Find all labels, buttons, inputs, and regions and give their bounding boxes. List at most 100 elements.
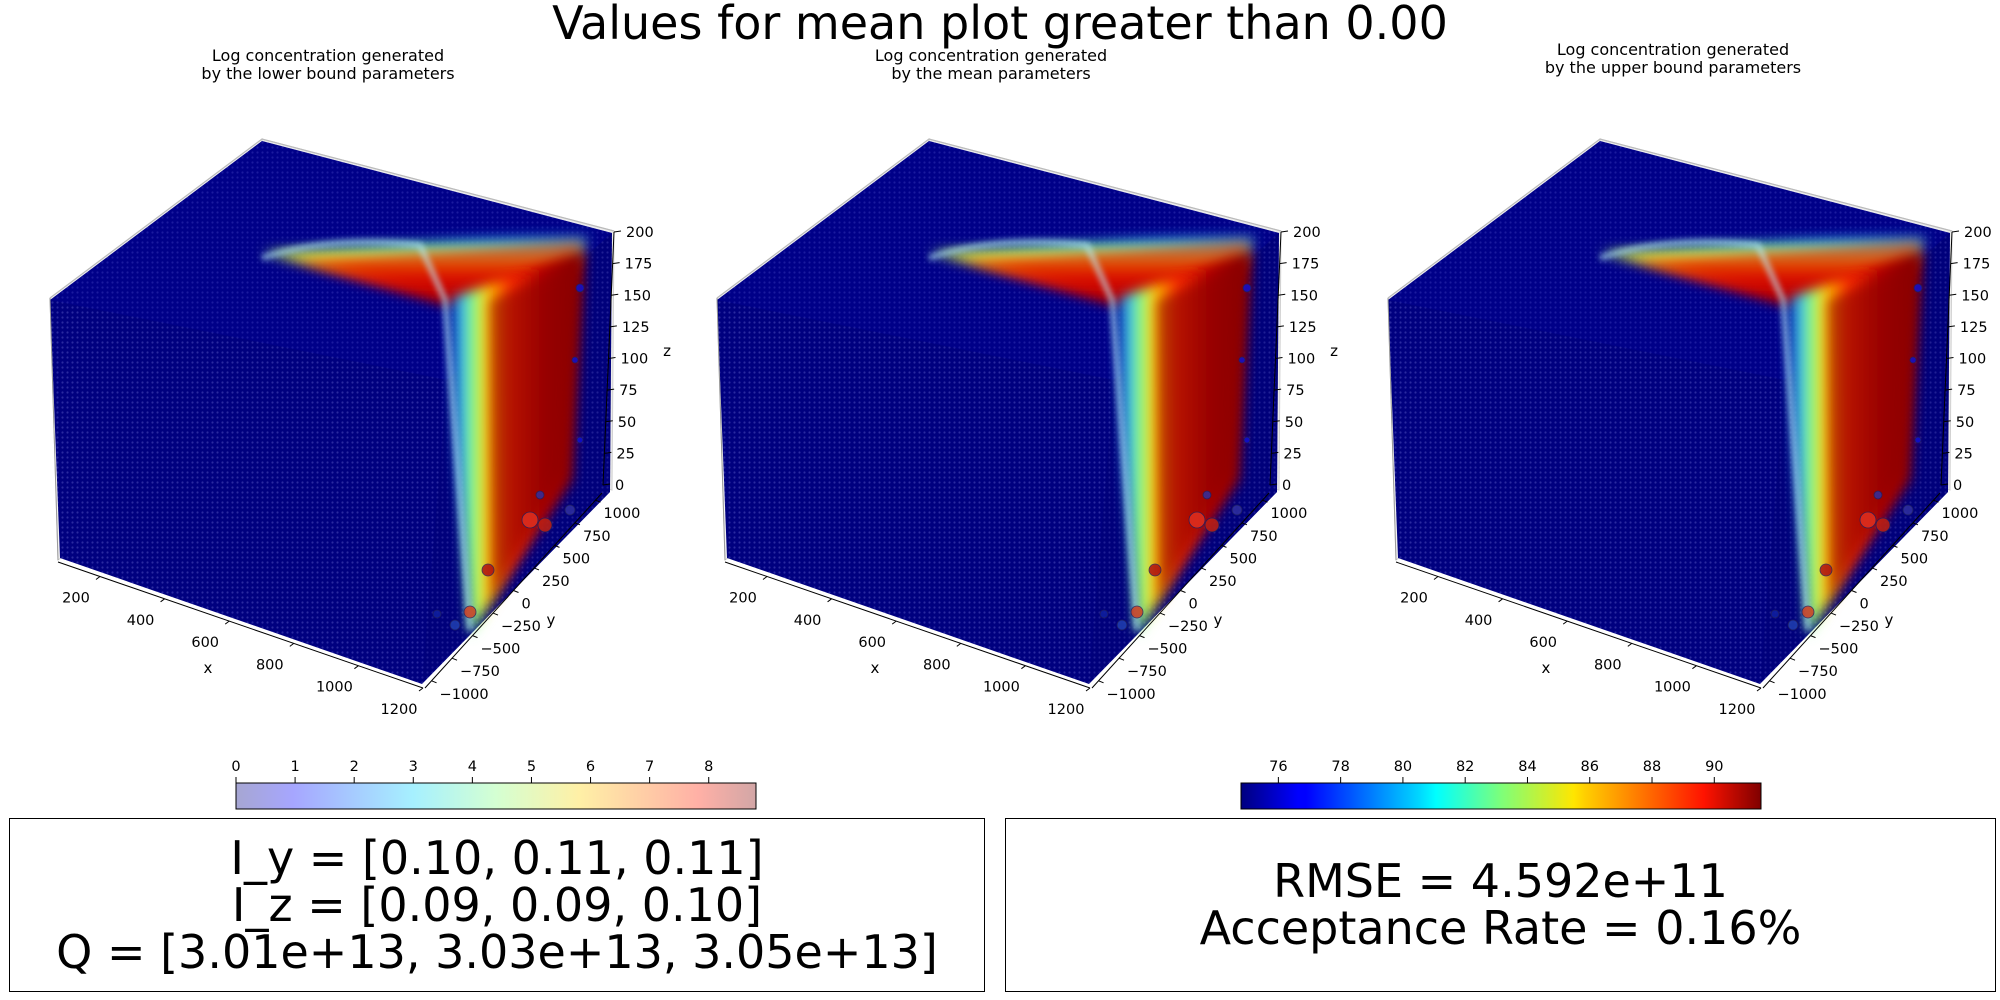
plume-vertical-core [1157,262,1245,600]
sensor-marker [1238,356,1246,364]
sensor-marker [1231,504,1243,516]
cube-edge-left [49,297,59,561]
x-tick-label: 800 [923,657,951,673]
x-tick-label: 600 [191,635,219,651]
z-tick-label: 200 [1964,225,1992,241]
z-tick-label: 0 [1282,478,1291,494]
z-tick-mark [1269,483,1278,486]
x-tick-mark [1085,687,1091,692]
y-tick-mark [595,499,601,503]
x-tick-label: 600 [858,635,886,651]
colorbar-tick-label: 3 [409,759,418,775]
x-tick-label: 600 [1529,635,1557,651]
y-tick-mark [1241,522,1248,526]
sensor-marker [463,605,477,619]
y-tick-label: −250 [1839,619,1879,635]
y-tick-mark [533,567,540,571]
panel-title-line: by the upper bound parameters [1544,58,1802,77]
x-tick-label: 1000 [983,680,1020,696]
x-tick-mark [1627,642,1633,647]
z-tick-mark [1946,357,1954,359]
x-axis-line [1395,561,1762,689]
y-tick-mark [1769,680,1775,684]
sensor-marker [535,490,545,500]
z-tick-mark [1274,388,1282,391]
y-tick-label: −500 [1148,642,1188,658]
z-tick-label: 75 [1286,383,1304,399]
y-tick-label: −750 [460,664,500,680]
sensor-marker [432,609,442,619]
sensor-marker [521,511,539,529]
y-tick-mark [1139,635,1145,639]
y-tick-label: −1000 [440,687,489,703]
z-tick-label: 50 [1285,415,1303,431]
y-tick-label: −500 [481,642,521,658]
colorbar-tick-label: 86 [1581,759,1599,775]
x-tick-mark [891,620,897,625]
y-axis-label: y [1885,611,1894,629]
z-tick-mark [611,293,619,296]
sensor-marker [1243,436,1251,444]
z-tick-label: 125 [1960,320,1988,336]
x-tick-label: 1000 [1654,680,1691,696]
z-tick-label: 25 [1954,446,1972,462]
z-tick-label: 200 [1293,225,1321,241]
stat-line-iz: I_z = [0.09, 0.09, 0.10] [231,877,763,932]
sensor-marker [571,356,579,364]
colorbar-tick-label: 82 [1456,759,1474,775]
x-tick-mark [418,687,424,692]
sensor-marker [1099,609,1109,619]
z-tick-label: 0 [615,478,624,494]
panel-title-line: Log concentration generated [211,46,445,65]
z-tick-label: 100 [1959,352,1987,368]
z-tick-mark [608,357,616,359]
x-tick-label: 200 [1400,590,1428,606]
z-tick-mark [1279,262,1287,265]
colorbar-tick-label: 6 [586,759,595,775]
cube-edge-top [49,138,615,299]
colorbar-tick-label: 76 [1269,759,1287,775]
sensor-marker [1787,619,1799,631]
x-tick-label: 800 [256,657,284,673]
z-tick-label: 150 [1961,288,1989,304]
colorbar-tick-label: 7 [645,759,654,775]
colorbar-tick-label: 88 [1643,759,1661,775]
plume-edge [1599,238,1811,631]
y-tick-label: 250 [542,574,570,590]
plume-edge [928,238,1140,631]
colorbar-tick-label: 84 [1518,759,1536,775]
z-tick-mark [609,325,617,328]
z-tick-mark [1278,293,1286,296]
colorbar-tick-label: 8 [704,759,713,775]
sensor-marker [1148,563,1162,577]
z-tick-mark [605,420,613,423]
sensor-marker [575,283,585,293]
y-tick-mark [431,680,437,684]
x-tick-label: 400 [794,613,822,629]
stat-line-rmse: RMSE = 4.592e+11 [1273,854,1728,908]
subplot-1: 20040060080010001200x−1000−750−500−25002… [716,138,1338,718]
plume-edge [261,238,473,631]
y-tick-label: 750 [1250,529,1278,545]
z-tick-mark [1272,420,1280,423]
x-tick-label: 400 [1465,613,1493,629]
z-tick-mark [1950,262,1958,265]
sensor-marker [1913,283,1923,293]
sensor-marker [564,504,576,516]
fit-stats-box: RMSE = 4.592e+11 Acceptance Rate = 0.16% [1005,818,1996,992]
x-tick-mark [224,620,230,625]
x-tick-label: 1000 [316,680,353,696]
panel-title-line: Log concentration generated [1556,40,1790,59]
y-tick-label: 1000 [603,506,640,522]
y-tick-mark [1871,567,1878,571]
z-tick-mark [602,483,611,486]
x-tick-label: 400 [127,613,155,629]
colorbar-tick-label: 4 [468,759,477,775]
sensor-marker [481,563,495,577]
sensor-marker [1202,490,1212,500]
y-tick-label: −750 [1798,664,1838,680]
sensor-marker [1116,619,1128,631]
z-tick-label: 75 [619,383,637,399]
x-tick-mark [1756,687,1762,692]
x-axis-label: x [204,659,213,677]
